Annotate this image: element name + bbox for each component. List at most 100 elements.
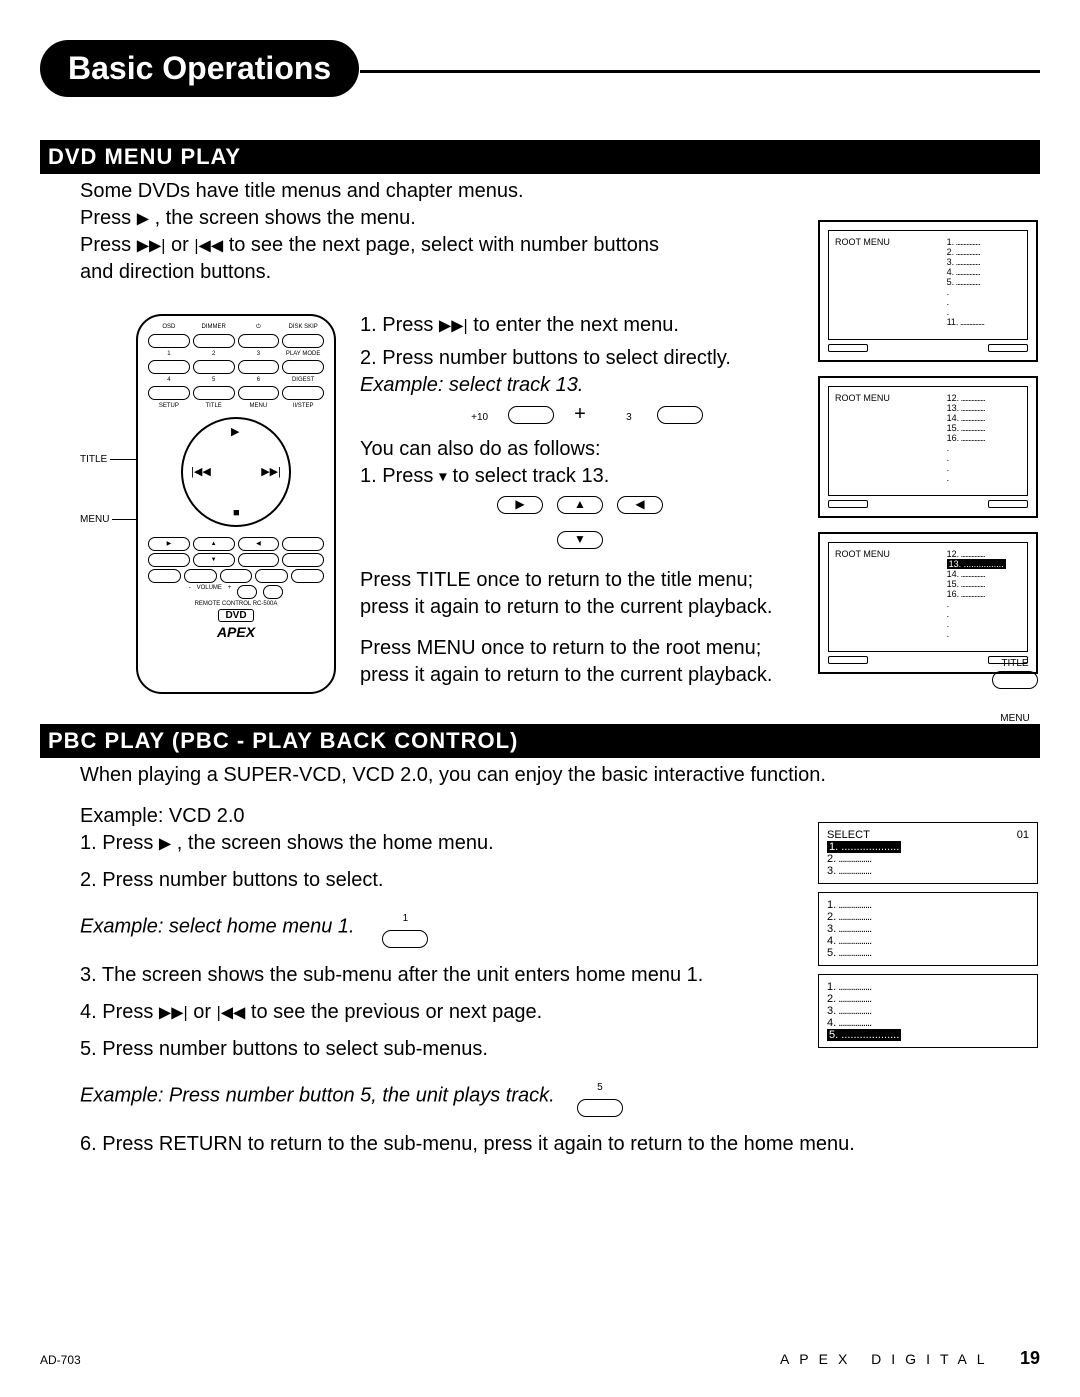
- remote-btn[interactable]: [255, 569, 288, 583]
- lbl: 5: [193, 377, 235, 383]
- remote-power-icon: ⏻: [238, 324, 280, 331]
- remote-btn[interactable]: ▶: [148, 537, 190, 551]
- plus10-button[interactable]: [508, 406, 554, 424]
- pbc2-row: 1.: [827, 899, 1029, 911]
- remote-btn[interactable]: [184, 569, 217, 583]
- remote-title-label: TITLE: [80, 454, 107, 465]
- remote-btn[interactable]: [238, 334, 280, 348]
- down-arrow-button[interactable]: ▼: [557, 531, 603, 549]
- pbc3-row: 1.: [827, 981, 1029, 993]
- tv2-item: .: [947, 453, 1021, 463]
- section-bar-pbc: PBC PLAY (PBC - PLAY BACK CONTROL): [40, 724, 1040, 758]
- next-track-icon: ▶▶|: [439, 318, 468, 335]
- tv-screen-1: ROOT MENU 1. 2. 3. 4. 5. . . . 11.: [818, 220, 1038, 362]
- left-arrow-button[interactable]: ◀: [617, 496, 663, 514]
- lbl: TITLE: [193, 403, 235, 409]
- pbc-screens: SELECT 01 1. ................... 2. 3. 1…: [818, 822, 1038, 1056]
- remote-btn[interactable]: [237, 585, 257, 599]
- remote-btn[interactable]: ◀: [238, 537, 280, 551]
- down-arrow-icon: ▾: [439, 469, 447, 486]
- footer-model: AD-703: [40, 1353, 81, 1367]
- tv-screen-3: ROOT MENU 12. 13. ................ 14. 1…: [818, 532, 1038, 674]
- remote-btn[interactable]: [282, 386, 324, 400]
- pbc-screen-3: 1. 2. 3. 4. 5. ...................: [818, 974, 1038, 1048]
- up-arrow-button[interactable]: ▲: [557, 496, 603, 514]
- tv2-list: 12. 13. 14. 15. 16. . . . .: [947, 393, 1021, 489]
- remote-brand: APEX: [217, 624, 255, 640]
- menu-button-group: MENU: [992, 713, 1038, 744]
- dvd-p2b: , the screen shows the menu.: [155, 207, 416, 229]
- remote-btn[interactable]: [193, 334, 235, 348]
- tv1-root: ROOT MENU: [835, 237, 947, 333]
- arrow-buttons-row: ▶ ▲ ◀ ▼: [360, 496, 800, 551]
- title-menu-buttons: TITLE MENU: [992, 658, 1038, 744]
- tv3-item: .: [947, 629, 1021, 639]
- remote-btn[interactable]: [148, 569, 181, 583]
- remote-btn[interactable]: [193, 386, 235, 400]
- remote-btn[interactable]: [282, 553, 324, 567]
- pbc1-head: SELECT: [827, 829, 870, 841]
- remote-btn[interactable]: [193, 360, 235, 374]
- dvd-p3b: or: [171, 234, 194, 256]
- remote-btn[interactable]: [148, 334, 190, 348]
- tv1-list: 1. 2. 3. 4. 5. . . . 11.: [947, 237, 1021, 333]
- menu-button[interactable]: [992, 726, 1038, 744]
- remote-dpad[interactable]: ▶ |◀◀ ▶▶| ■: [181, 417, 291, 527]
- remote-btn[interactable]: [282, 334, 324, 348]
- section-bar-dvd: DVD MENU PLAY: [40, 140, 1040, 174]
- pbc2-row: 3.: [827, 923, 1029, 935]
- remote-btn[interactable]: [282, 537, 324, 551]
- five-button[interactable]: [577, 1099, 623, 1117]
- header-title: Basic Operations: [40, 40, 359, 97]
- tv1-item: .: [947, 307, 1021, 317]
- pbc-p1: When playing a SUPER-VCD, VCD 2.0, you c…: [80, 764, 1040, 787]
- next-track-icon: ▶▶|: [159, 1005, 188, 1022]
- dpad-right-icon[interactable]: ▶▶|: [261, 465, 281, 478]
- tv2-item: 15.: [947, 423, 1021, 433]
- lbl: 6: [238, 377, 280, 383]
- tv-screen-2: ROOT MENU 12. 13. 14. 15. 16. . . . .: [818, 376, 1038, 518]
- remote-top-grid: OSD DIMMER ⏻ DISK SKIP 123PLAY MODE 456D…: [138, 316, 334, 411]
- remote-btn[interactable]: [238, 553, 280, 567]
- footer-brand: APEX DIGITAL: [780, 1351, 994, 1367]
- plus10-label: +10: [457, 412, 503, 423]
- tv2-item: .: [947, 443, 1021, 453]
- one-button[interactable]: [382, 930, 428, 948]
- pbc2-row: 4.: [827, 935, 1029, 947]
- three-label: 3: [606, 412, 652, 423]
- lbl: II/STEP: [282, 403, 324, 409]
- dvd-m2: press it again to return to the current …: [360, 664, 800, 687]
- dpad-up-icon[interactable]: ▶: [231, 425, 239, 438]
- menu-label: MENU: [1000, 713, 1029, 724]
- pbc1-row: 3.: [827, 865, 1029, 877]
- remote-btn[interactable]: [238, 386, 280, 400]
- lbl: PLAY MODE: [282, 351, 324, 357]
- remote-btn[interactable]: [291, 569, 324, 583]
- right-arrow-button[interactable]: ▶: [497, 496, 543, 514]
- title-button[interactable]: [992, 671, 1038, 689]
- pbc-s1a: 1. Press: [80, 832, 159, 854]
- tv3-item: .: [947, 609, 1021, 619]
- tv3-item: .: [947, 619, 1021, 629]
- pbc-screen-2: 1. 2. 3. 4. 5.: [818, 892, 1038, 966]
- tv1-item: 5.: [947, 277, 1021, 287]
- remote-rc-label: REMOTE CONTROL RC-500A: [195, 601, 278, 607]
- remote-btn[interactable]: ▲: [193, 537, 235, 551]
- tv1-item: 4.: [947, 267, 1021, 277]
- remote-btn[interactable]: ▼: [193, 553, 235, 567]
- dpad-stop-icon[interactable]: ■: [233, 507, 240, 519]
- one-label: 1: [382, 913, 428, 924]
- remote-diskskip: DISK SKIP: [282, 324, 324, 331]
- three-button[interactable]: [657, 406, 703, 424]
- remote-btn[interactable]: [148, 360, 190, 374]
- dpad-left-icon[interactable]: |◀◀: [191, 465, 211, 478]
- tv2-item: 13.: [947, 403, 1021, 413]
- remote-btn[interactable]: [263, 585, 283, 599]
- remote-btn[interactable]: [220, 569, 253, 583]
- remote-btn[interactable]: [148, 386, 190, 400]
- five-label: 5: [577, 1082, 623, 1093]
- remote-btn[interactable]: [148, 553, 190, 567]
- dvd-t2: press it again to return to the current …: [360, 596, 800, 619]
- remote-btn[interactable]: [282, 360, 324, 374]
- remote-btn[interactable]: [238, 360, 280, 374]
